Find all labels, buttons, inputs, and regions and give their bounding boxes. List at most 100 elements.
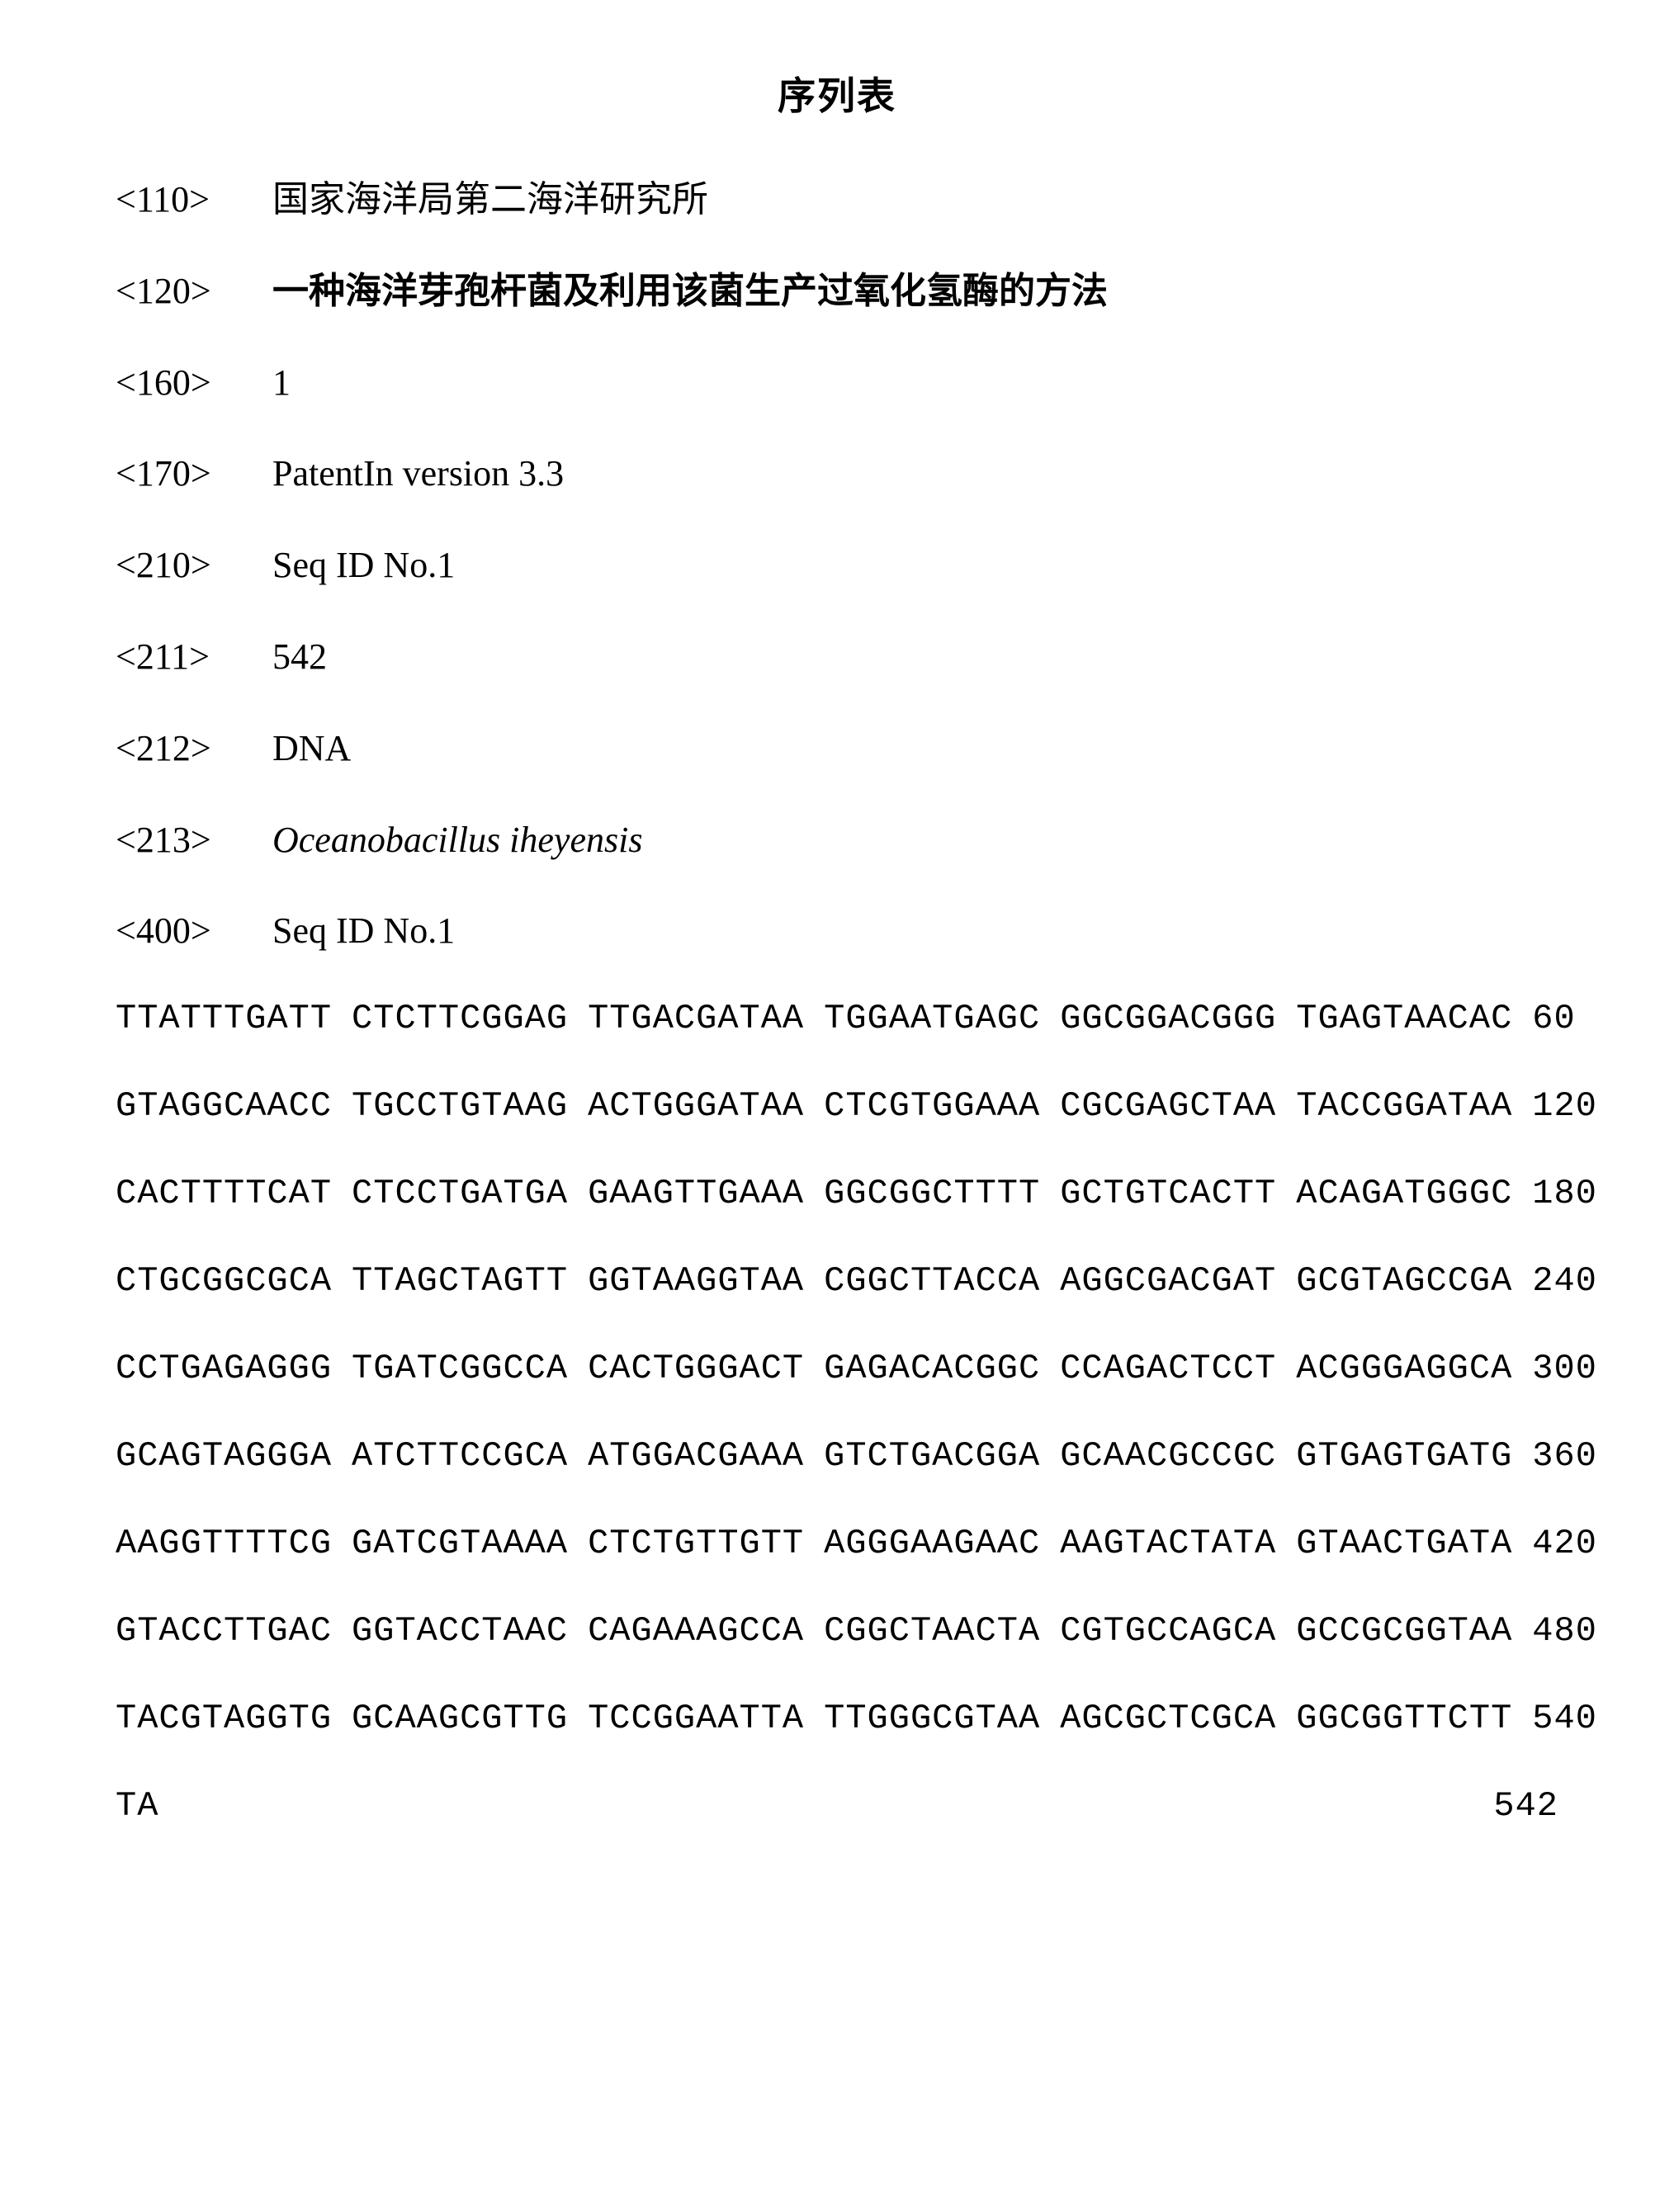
sequence-groups: GTACCTTGAC GGTACCTAAC CAGAAAGCCA CGGCTAA… [116,1614,1512,1648]
header-value-seqid: Seq ID No.1 [272,544,455,588]
sequence-group: CCTGAGAGGG [116,1351,332,1386]
header-value-length: 542 [272,636,327,679]
sequence-group: TTGGGCGTAA [824,1701,1040,1736]
sequence-line: TA 542 [116,1789,1558,1823]
page: 序列表 <110> 国家海洋局第二海洋研究所 <120> 一种海洋芽孢杆菌及利用… [0,0,1674,2212]
header-value-title: 一种海洋芽孢杆菌及利用该菌生产过氧化氢酶的方法 [272,270,1108,314]
sequence-group: GAGACACGGC [824,1351,1040,1386]
sequence-position: 180 [1512,1176,1597,1211]
sequence-group: TCCGGAATTA [588,1701,804,1736]
sequence-group: AAGTACTATA [1060,1526,1276,1561]
header-row-212: <212> DNA [116,727,1558,771]
sequence-group: CACTGGGACT [588,1351,804,1386]
sequence-group: GGTAAGGTAA [588,1264,804,1298]
sequence-group: GGTACCTAAC [352,1614,568,1648]
header-tag: <170> [116,452,272,496]
sequence-group: ACGGGAGGCA [1296,1351,1512,1386]
sequence-group: CGTGCCAGCA [1060,1614,1276,1648]
header-row-170: <170> PatentIn version 3.3 [116,452,1558,496]
sequence-group: GCAGTAGGGA [116,1439,332,1473]
sequence-line: CACTTTTCAT CTCCTGATGA GAAGTTGAAA GGCGGCT… [116,1176,1558,1211]
sequence-group: GTAGGCAACC [116,1089,332,1123]
document-title: 序列表 [116,66,1558,121]
sequence-group: TGCCTGTAAG [352,1089,568,1123]
sequence-group: TACGTAGGTG [116,1701,332,1736]
sequence-groups: TA [116,1789,158,1823]
sequence-group: CTCTTCGGAG [352,1001,568,1036]
header-value-applicant: 国家海洋局第二海洋研究所 [272,178,708,222]
sequence-group: ATGGACGAAA [588,1439,804,1473]
sequence-group: ACAGATGGGC [1296,1176,1512,1211]
header-tag: <213> [116,819,272,863]
sequence-group: TTGACGATAA [588,1001,804,1036]
header-tag: <120> [116,270,272,314]
sequence-line: TACGTAGGTG GCAAGCGTTG TCCGGAATTA TTGGGCG… [116,1701,1558,1736]
sequence-group: GCGTAGCCGA [1296,1264,1512,1298]
sequence-group: CTCGTGGAAA [824,1089,1040,1123]
sequence-groups: CCTGAGAGGG TGATCGGCCA CACTGGGACT GAGACAC… [116,1351,1512,1386]
header-row-120: <120> 一种海洋芽孢杆菌及利用该菌生产过氧化氢酶的方法 [116,270,1558,314]
sequence-group: CTGCGGCGCA [116,1264,332,1298]
header-value-organism: Oceanobacillus iheyensis [272,819,642,863]
sequence-group: CAGAAAGCCA [588,1614,804,1648]
sequence-line: AAGGTTTTCG GATCGTAAAA CTCTGTTGTT AGGGAAG… [116,1526,1558,1561]
sequence-group: TTAGCTAGTT [352,1264,568,1298]
sequence-group: ATCTTCCGCA [352,1439,568,1473]
header-value-moltype: DNA [272,727,351,771]
sequence-group: GCAACGCCGC [1060,1439,1276,1473]
sequence-groups: GTAGGCAACC TGCCTGTAAG ACTGGGATAA CTCGTGG… [116,1089,1512,1123]
sequence-group: TACCGGATAA [1296,1089,1512,1123]
header-tag: <400> [116,910,272,953]
sequence-position: 540 [1512,1701,1597,1736]
sequence-position: 240 [1512,1264,1597,1298]
sequence-position: 120 [1512,1089,1597,1123]
header-block: <110> 国家海洋局第二海洋研究所 <120> 一种海洋芽孢杆菌及利用该菌生产… [116,178,1558,953]
sequence-groups: GCAGTAGGGA ATCTTCCGCA ATGGACGAAA GTCTGAC… [116,1439,1512,1473]
sequence-groups: AAGGTTTTCG GATCGTAAAA CTCTGTTGTT AGGGAAG… [116,1526,1512,1561]
sequence-group: TA [116,1789,158,1823]
sequence-group: GTACCTTGAC [116,1614,332,1648]
sequence-group: CGCGAGCTAA [1060,1089,1276,1123]
sequence-group: GAAGTTGAAA [588,1176,804,1211]
sequence-group: CACTTTTCAT [116,1176,332,1211]
sequence-line: CTGCGGCGCA TTAGCTAGTT GGTAAGGTAA CGGCTTA… [116,1264,1558,1298]
header-value-software: PatentIn version 3.3 [272,452,564,496]
sequence-group: AGCGCTCGCA [1060,1701,1276,1736]
sequence-group: GTCTGACGGA [824,1439,1040,1473]
header-row-400: <400> Seq ID No.1 [116,910,1558,953]
sequence-group: AGGCGACGAT [1060,1264,1276,1298]
sequence-position: 420 [1512,1526,1597,1561]
sequence-line: GTAGGCAACC TGCCTGTAAG ACTGGGATAA CTCGTGG… [116,1089,1558,1123]
header-tag: <210> [116,544,272,588]
header-value-seqstart: Seq ID No.1 [272,910,455,953]
sequence-group: GCTGTCACTT [1060,1176,1276,1211]
header-tag: <110> [116,178,272,222]
sequence-block: TTATTTGATT CTCTTCGGAG TTGACGATAA TGGAATG… [116,1001,1558,1823]
header-tag: <212> [116,727,272,771]
sequence-group: GGCGGACGGG [1060,1001,1276,1036]
sequence-groups: TACGTAGGTG GCAAGCGTTG TCCGGAATTA TTGGGCG… [116,1701,1512,1736]
sequence-group: TGAGTAACAC [1296,1001,1512,1036]
sequence-group: GATCGTAAAA [352,1526,568,1561]
sequence-group: GCAAGCGTTG [352,1701,568,1736]
header-row-160: <160> 1 [116,362,1558,405]
sequence-line: GCAGTAGGGA ATCTTCCGCA ATGGACGAAA GTCTGAC… [116,1439,1558,1473]
header-row-211: <211> 542 [116,636,1558,679]
sequence-group: GGCGGTTCTT [1296,1701,1512,1736]
sequence-groups: TTATTTGATT CTCTTCGGAG TTGACGATAA TGGAATG… [116,1001,1512,1036]
header-row-210: <210> Seq ID No.1 [116,544,1558,588]
sequence-position: 480 [1512,1614,1597,1648]
sequence-position: 60 [1512,1001,1575,1036]
header-row-213: <213> Oceanobacillus iheyensis [116,819,1558,863]
sequence-groups: CTGCGGCGCA TTAGCTAGTT GGTAAGGTAA CGGCTTA… [116,1264,1512,1298]
sequence-group: GTAACTGATA [1296,1526,1512,1561]
sequence-group: AGGGAAGAAC [824,1526,1040,1561]
header-row-110: <110> 国家海洋局第二海洋研究所 [116,178,1558,222]
header-value-seqcount: 1 [272,362,291,405]
sequence-position: 542 [1473,1789,1558,1823]
sequence-group: ACTGGGATAA [588,1089,804,1123]
sequence-groups: CACTTTTCAT CTCCTGATGA GAAGTTGAAA GGCGGCT… [116,1176,1512,1211]
sequence-group: CGGCTTACCA [824,1264,1040,1298]
sequence-group: CTCTGTTGTT [588,1526,804,1561]
sequence-group: GGCGGCTTTT [824,1176,1040,1211]
